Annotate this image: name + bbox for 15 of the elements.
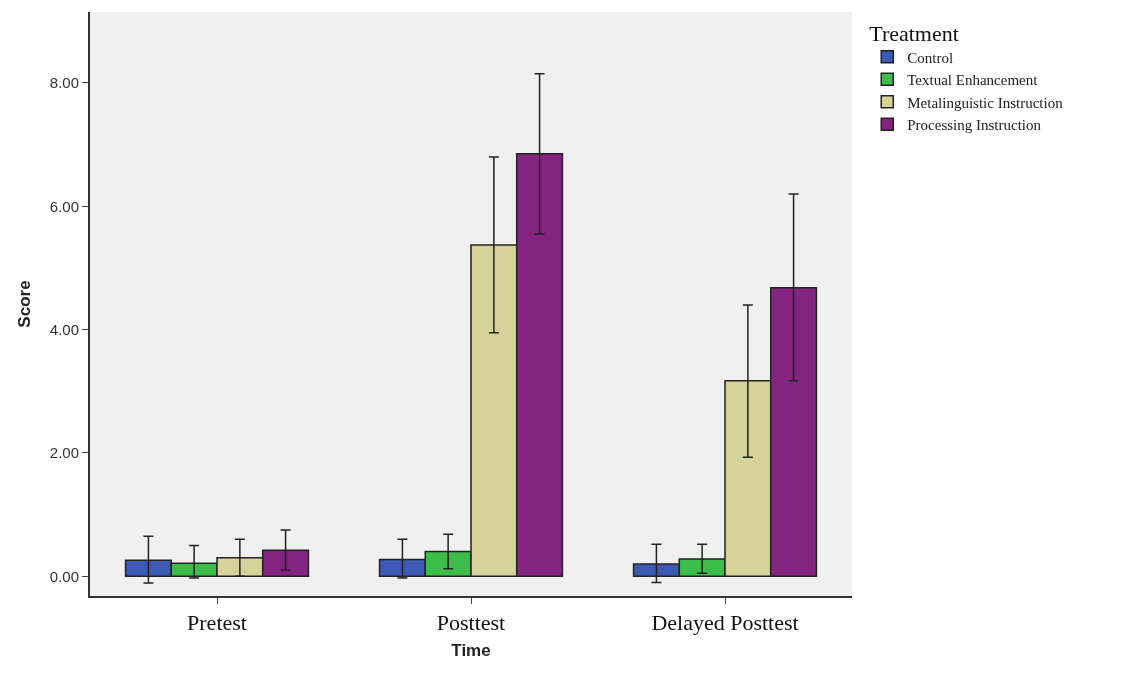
x-tick-label: Posttest [436,610,506,636]
y-tick-label: 0.00 [49,567,79,585]
y-tick-label: 8.00 [49,74,79,92]
legend-label: Processing Instruction [907,117,1042,134]
legend-label: Metalinguistic Instruction [907,94,1064,111]
legend-label: Control [907,49,954,66]
y-axis-title: Score [14,280,34,328]
y-tick-label: 6.00 [49,197,79,215]
y-tick-label: 4.00 [49,320,79,338]
x-tick-label: Pretest [187,610,247,636]
x-tick-label: Delayed Posttest [651,610,799,636]
y-tick-label: 2.00 [49,444,79,462]
legend-title: Treatment [869,20,959,46]
legend-label: Textual Enhancement [907,72,1039,89]
x-axis-title: Time [451,641,491,661]
